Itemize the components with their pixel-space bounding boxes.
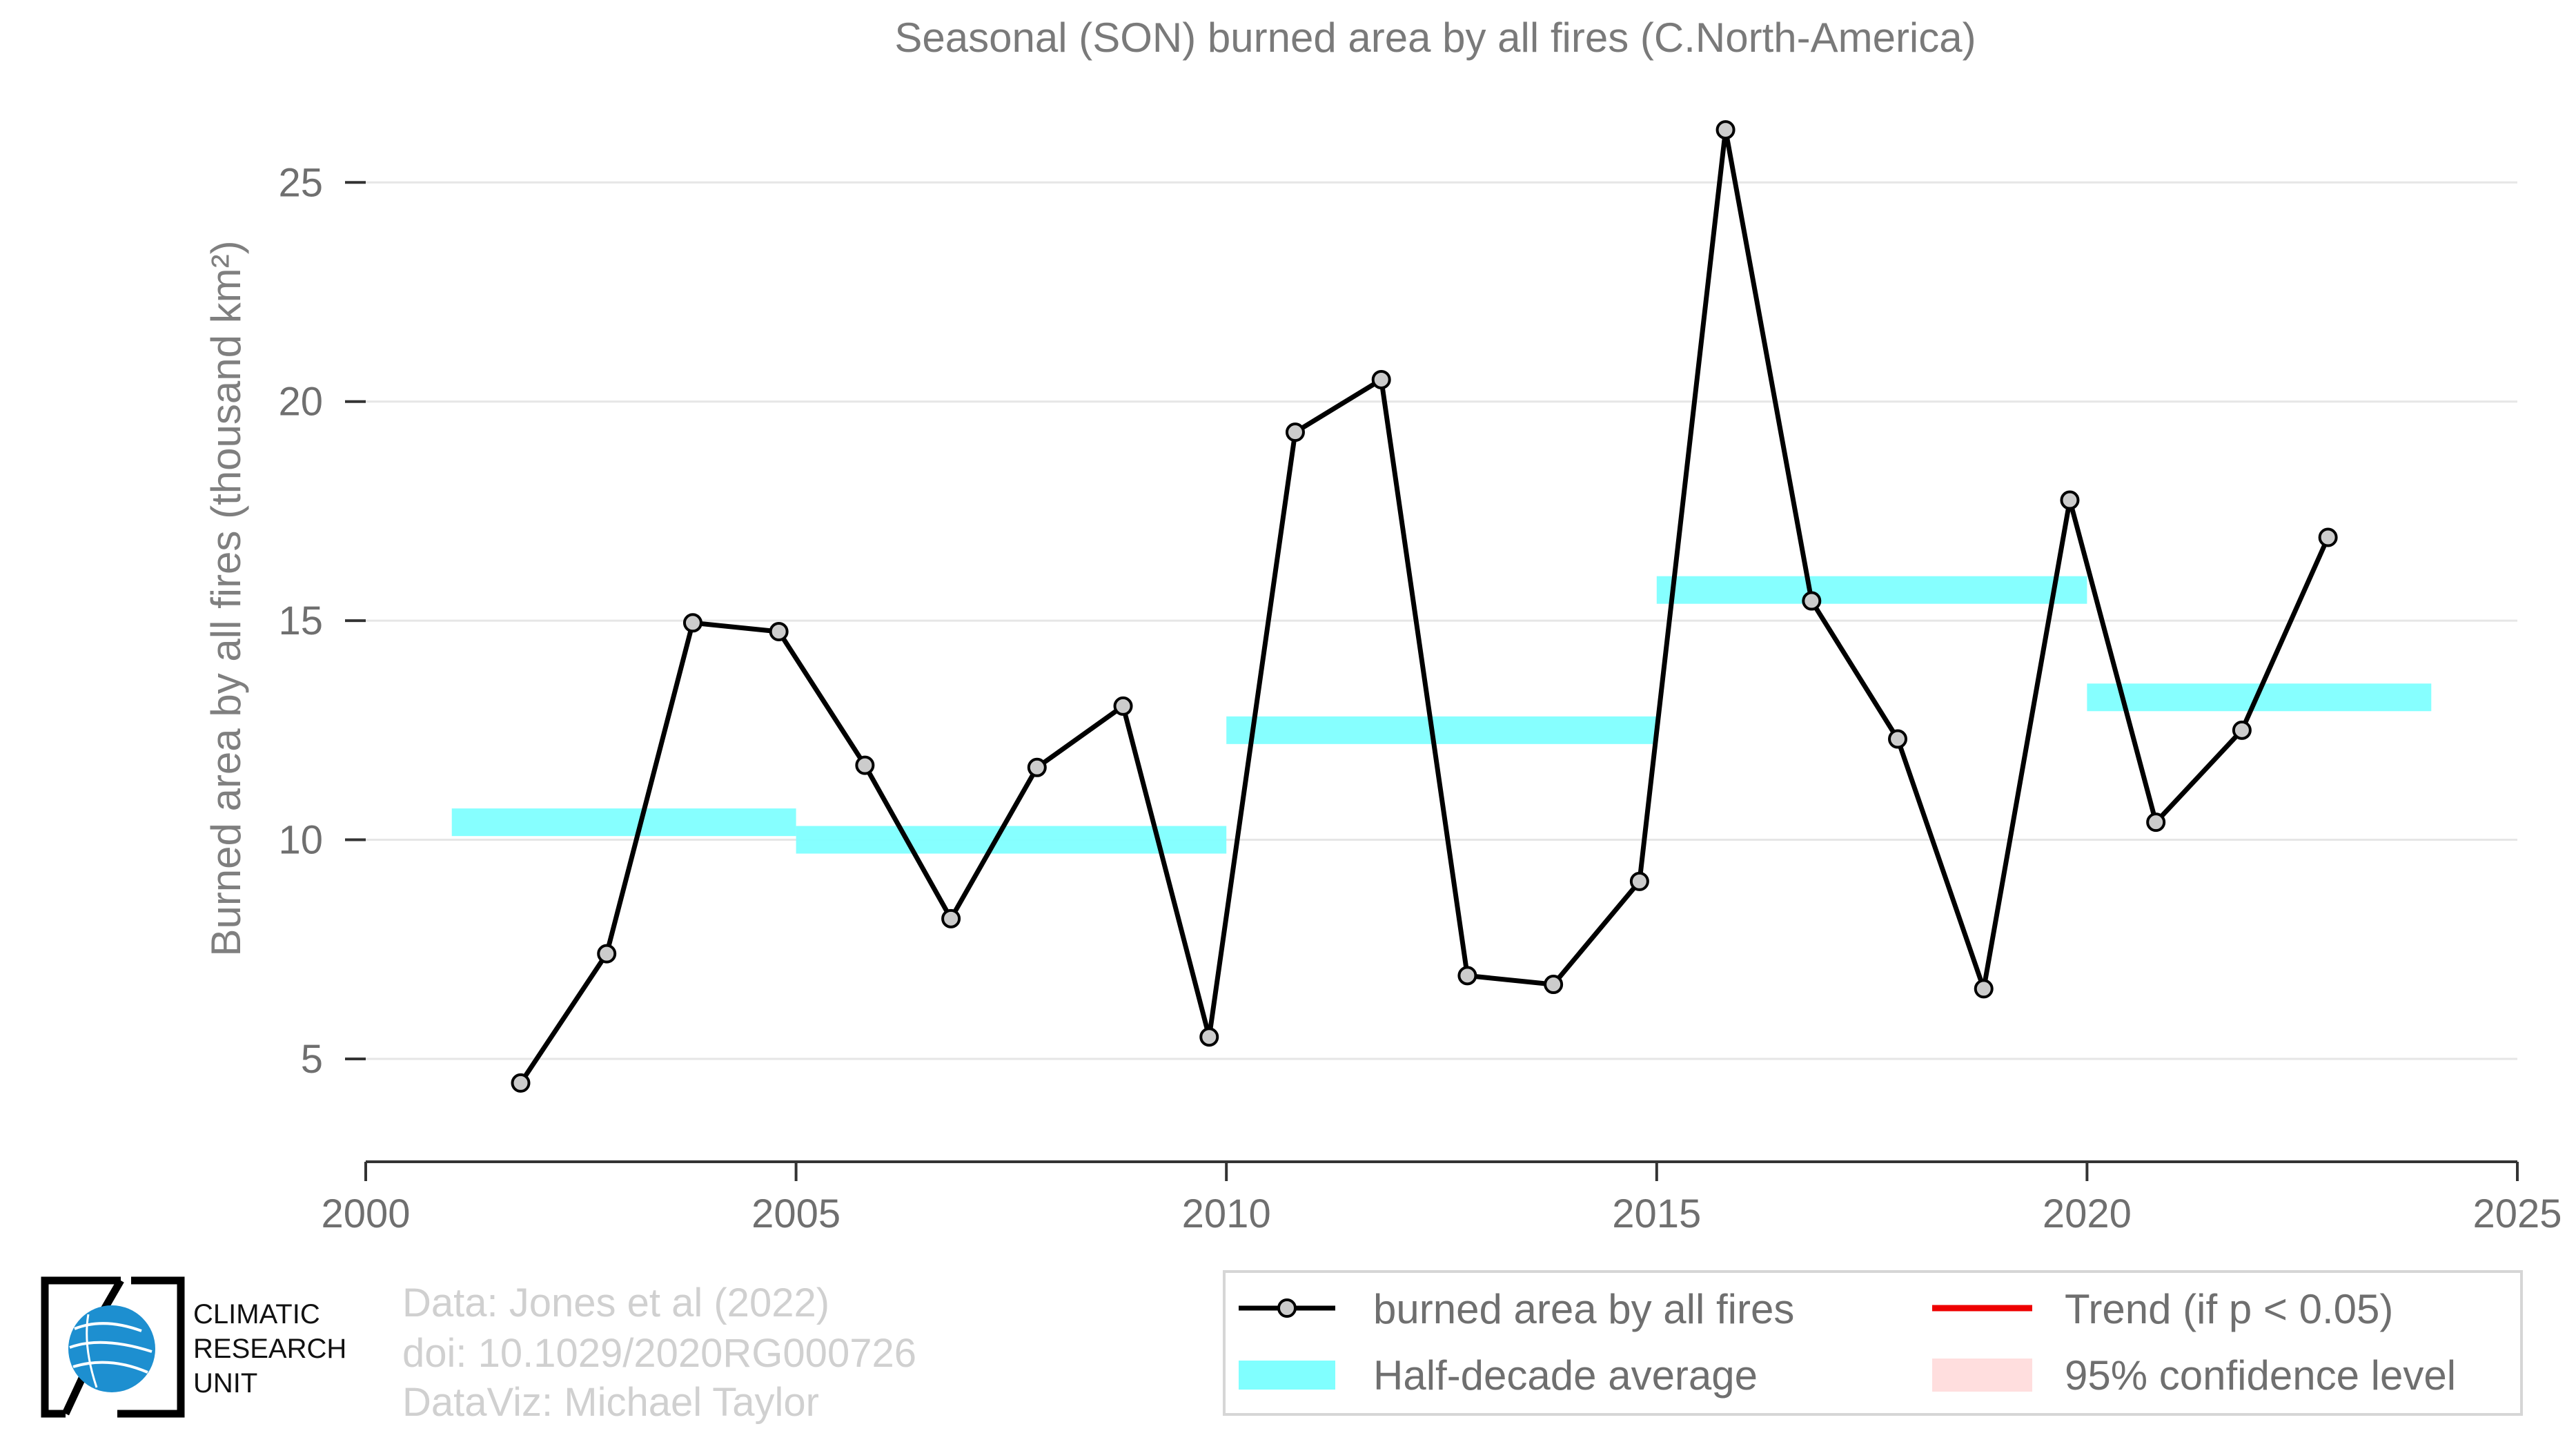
data-point-9 (1285, 422, 1305, 442)
series-line (518, 127, 2330, 1084)
legend-series-label: burned area by all fires (1373, 1286, 1794, 1332)
data-point-20 (2232, 720, 2252, 740)
data-point-3 (769, 622, 789, 641)
y-tick-label-5: 5 (301, 1037, 323, 1082)
cru-logo: CLIMATIC RESEARCH UNIT (41, 1276, 346, 1418)
series-line-path (518, 127, 2330, 1084)
y-tick-label-15: 15 (278, 598, 323, 643)
logo-line-1: CLIMATIC (193, 1299, 320, 1330)
legend-entry-average: Half-decade average (1239, 1352, 1758, 1399)
y-tick-label-10: 10 (278, 818, 323, 863)
data-point-4 (855, 755, 875, 775)
data-point-21 (2318, 527, 2338, 547)
data-point-16 (1888, 729, 1908, 749)
data-point-7 (1113, 696, 1133, 716)
grid-lines (366, 181, 2517, 1060)
data-point-2 (682, 613, 702, 633)
data-point-18 (2060, 490, 2080, 510)
legend-entry-confidence: 95% confidence level (1932, 1352, 2456, 1399)
logo-line-3: UNIT (193, 1368, 257, 1399)
legend-box (1223, 1270, 2523, 1416)
legend-entry-series: burned area by all fires (1239, 1286, 1794, 1332)
legend-average-swatch (1239, 1361, 1335, 1390)
data-point-17 (1974, 979, 1994, 999)
legend-trend-label: Trend (if p < 0.05) (2065, 1286, 2393, 1332)
x-tick-label-2000: 2000 (321, 1191, 410, 1236)
half-decade-bar-0 (451, 808, 796, 837)
data-point-15 (1802, 591, 1822, 611)
legend-average-label: Half-decade average (1373, 1352, 1758, 1399)
data-point-12 (1544, 975, 1564, 995)
logo-slash-bottom (62, 1372, 88, 1416)
data-point-5 (941, 908, 961, 928)
data-point-13 (1629, 871, 1649, 891)
x-axis: 2000 2005 2010 2015 2020 2025 (321, 1160, 2562, 1236)
x-tick-label-2005: 2005 (751, 1191, 840, 1236)
legend-series-marker (1277, 1298, 1297, 1318)
x-tick-label-2015: 2015 (1612, 1191, 1701, 1236)
data-point-14 (1715, 120, 1736, 140)
legend-confidence-label: 95% confidence level (2065, 1352, 2456, 1399)
chart-title: Seasonal (SON) burned area by all fires … (894, 14, 1976, 61)
y-axis-ticks: 5 10 15 20 25 (278, 160, 366, 1082)
globe-icon (68, 1305, 155, 1392)
credit-doi: doi: 10.1029/2020RG000726 (402, 1331, 916, 1376)
data-point-0 (511, 1073, 531, 1093)
x-tick-label-2020: 2020 (2043, 1191, 2132, 1236)
credit-data: Data: Jones et al (2022) (402, 1280, 829, 1325)
series-points (511, 120, 2338, 1093)
data-point-8 (1199, 1027, 1219, 1047)
data-point-11 (1457, 966, 1477, 986)
y-tick-label-20: 20 (278, 380, 323, 425)
credit-dataviz: DataViz: Michael Taylor (402, 1380, 819, 1425)
logo-bracket-right (117, 1276, 185, 1418)
data-point-6 (1027, 757, 1047, 777)
legend-entry-trend: Trend (if p < 0.05) (1932, 1286, 2393, 1332)
y-tick-label-25: 25 (278, 160, 323, 205)
data-point-19 (2146, 812, 2166, 832)
x-tick-label-2010: 2010 (1182, 1191, 1271, 1236)
legend: burned area by all fires Trend (if p < 0… (1223, 1270, 2523, 1416)
half-decade-bar-2 (1226, 716, 1657, 744)
x-tick-label-2025: 2025 (2472, 1191, 2562, 1236)
logo-line-2: RESEARCH (193, 1334, 346, 1364)
data-point-1 (597, 944, 617, 964)
legend-confidence-swatch (1932, 1359, 2032, 1392)
data-point-10 (1371, 369, 1391, 389)
logo-bracket-left (41, 1276, 121, 1418)
half-decade-bar-3 (1656, 576, 2087, 604)
y-axis-label: Burned area by all fires (thousand km²) (203, 240, 249, 956)
